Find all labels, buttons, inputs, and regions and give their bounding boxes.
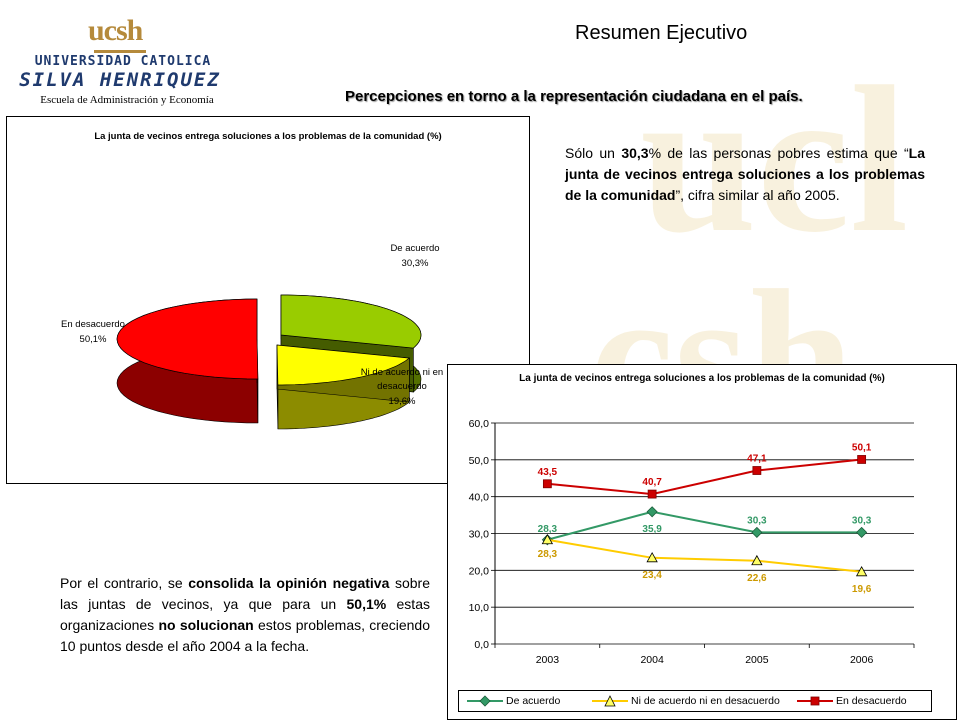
text-run: Por el contrario, se [60,575,189,591]
pie-slice [116,298,259,380]
data-point [751,526,763,538]
data-point [752,466,762,475]
logo-underline [94,50,146,53]
data-point [751,554,763,566]
data-label: 28,3 [538,524,558,535]
data-point [856,526,868,538]
data-point [542,479,552,489]
y-tick-label: 0,0 [474,639,489,651]
pie-label: De acuerdo [390,243,439,254]
summary-paragraph-bottom: Por el contrario, se consolida la opinió… [60,573,430,657]
legend-swatch [467,695,503,707]
series-line [547,510,862,541]
pie-value-label: 50,1% [80,334,107,345]
series-line [547,458,862,496]
x-tick-label: 2003 [536,654,560,666]
legend-item-ni-de-acuerdo: Ni de acuerdo ni en desacuerdo [592,694,780,708]
text-run: estos problemas, creciendo 10 puntos des… [60,617,430,654]
legend-label: Ni de acuerdo ni en desacuerdo [631,695,780,707]
legend-item-en-desacuerdo: En desacuerdo [797,694,907,708]
data-point [855,565,868,577]
y-tick-label: 40,0 [469,492,490,504]
highlight-value: 50,1% [346,596,387,612]
legend-swatch [797,696,833,706]
line-chart-panel: La junta de vecinos entrega soluciones a… [447,364,957,720]
data-label: 47,1 [747,454,767,465]
y-tick-label: 10,0 [469,602,490,614]
y-tick-label: 20,0 [469,565,490,577]
text-run: Sólo un [565,145,622,161]
highlight-quote: La junta de vecinos entrega soluciones a… [565,145,925,203]
text-run: sobre las juntas de vecinos, ya que para… [60,575,430,612]
data-point [541,533,554,545]
pie-value-label: 30,3% [402,258,429,269]
logo-line-2: SILVA HENRIQUEZ [19,69,221,91]
summary-paragraph-top: Sólo un 30,3% de las personas pobres est… [565,143,925,206]
pie-slice [276,344,411,386]
legend-item-de-acuerdo: De acuerdo [467,694,560,708]
data-label: 28,3 [538,549,558,560]
line-chart: 0,0 10,0 20,0 30,0 40,0 50,0 60,0 2003 2004 2005 2… [469,418,915,666]
pie-slice [280,294,422,349]
text-run: ”, cifra similar al año 2005. [675,187,840,203]
data-label: 30,3 [747,515,767,526]
legend-label: De acuerdo [506,695,561,707]
y-tick-label: 30,0 [469,529,490,541]
data-label: 22,6 [747,573,767,584]
x-tick-label: 2004 [640,654,664,666]
highlight-phrase: consolida la opinión negativa [188,575,390,591]
data-point [646,506,658,518]
logo-line-3: Escuela de Administración y Economía [40,94,214,106]
data-point [646,551,658,563]
pie-label: desacuerdo [377,381,427,392]
page-subtitle: Percepciones en torno a la representació… [345,88,803,105]
university-logo: ucsh UNIVERSIDAD CATOLICA SILVA HENRIQUE… [8,8,248,108]
y-tick-label: 50,0 [469,455,490,467]
series-line [547,538,862,573]
data-label: 35,9 [642,524,662,535]
data-label: 23,4 [642,570,662,581]
svg-text:ucl: ucl [640,44,908,276]
logo-line-1: UNIVERSIDAD CATOLICA [34,54,212,69]
data-label: 50,1 [852,442,872,453]
line-chart-legend: De acuerdo Ni de acuerdo ni en desacuerd… [458,690,932,712]
logo-mark: ucsh [88,14,143,47]
pie-chart-panel: La junta de vecinos entrega soluciones a… [6,116,530,484]
pie-chart-title: La junta de vecinos entrega soluciones a… [94,131,442,142]
pie-chart: De acuerdo 30,3% Ni de acuerdo ni en desacu… [61,243,443,430]
pie-label: Ni de acuerdo ni en [361,367,443,378]
highlight-phrase: no solucionan [158,617,254,633]
legend-label: En desacuerdo [836,695,907,707]
data-point [857,455,867,464]
line-chart-title: La junta de vecinos entrega soluciones a… [519,373,885,384]
data-label: 19,6 [852,584,872,595]
data-label: 40,7 [642,477,662,488]
data-point [647,489,657,499]
x-tick-label: 2006 [850,654,874,666]
text-run: estas organizaciones [60,596,430,633]
pie-value-label: 19,6% [389,396,416,407]
y-tick-label: 60,0 [469,418,490,430]
legend-swatch [592,695,628,707]
page-title: Resumen Ejecutivo [575,22,748,44]
text-run: % de las personas pobres estima que “ [648,145,909,161]
data-label: 30,3 [852,515,872,526]
data-label: 43,5 [538,467,558,478]
pie-label: En desacuerdo [61,319,125,330]
x-tick-label: 2005 [745,654,769,666]
highlight-value: 30,3 [621,145,649,161]
